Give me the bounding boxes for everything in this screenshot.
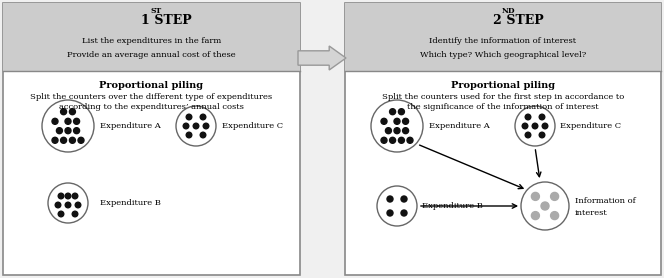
Circle shape bbox=[407, 137, 413, 143]
Circle shape bbox=[390, 109, 396, 115]
Text: Expenditure A: Expenditure A bbox=[100, 122, 161, 130]
Circle shape bbox=[56, 128, 62, 134]
Circle shape bbox=[390, 137, 396, 143]
Circle shape bbox=[525, 114, 531, 120]
Circle shape bbox=[42, 100, 94, 152]
Text: according to the expenditures’ annual costs: according to the expenditures’ annual co… bbox=[59, 103, 244, 111]
Circle shape bbox=[203, 123, 208, 129]
Text: Split the counters over the different type of expenditures: Split the counters over the different ty… bbox=[31, 93, 272, 101]
Circle shape bbox=[48, 183, 88, 223]
Circle shape bbox=[176, 106, 216, 146]
Circle shape bbox=[65, 128, 71, 134]
Circle shape bbox=[550, 212, 558, 220]
Circle shape bbox=[72, 211, 78, 217]
Circle shape bbox=[58, 193, 64, 199]
Bar bbox=[3, 3, 300, 71]
Circle shape bbox=[70, 109, 76, 115]
Circle shape bbox=[70, 137, 76, 143]
Circle shape bbox=[385, 128, 391, 134]
Circle shape bbox=[65, 193, 71, 199]
Circle shape bbox=[401, 210, 407, 216]
Circle shape bbox=[387, 196, 393, 202]
Circle shape bbox=[193, 123, 199, 129]
Circle shape bbox=[201, 132, 206, 138]
Text: Split the counters used for the first step in accordance to: Split the counters used for the first st… bbox=[382, 93, 624, 101]
Bar bbox=[345, 3, 661, 71]
Text: 1: 1 bbox=[141, 14, 149, 28]
Text: Which type? Which geographical level?: Which type? Which geographical level? bbox=[420, 51, 586, 59]
Circle shape bbox=[60, 137, 66, 143]
Circle shape bbox=[533, 123, 538, 129]
Text: 2: 2 bbox=[492, 14, 501, 28]
Circle shape bbox=[65, 202, 71, 208]
Circle shape bbox=[78, 137, 84, 143]
Text: Expenditure C: Expenditure C bbox=[222, 122, 283, 130]
Circle shape bbox=[55, 202, 61, 208]
Text: STEP: STEP bbox=[502, 14, 544, 28]
Text: Expenditure C: Expenditure C bbox=[560, 122, 621, 130]
Circle shape bbox=[52, 137, 58, 143]
Circle shape bbox=[539, 114, 544, 120]
Text: STEP: STEP bbox=[151, 14, 193, 28]
Text: List the expenditures in the farm: List the expenditures in the farm bbox=[82, 37, 221, 45]
Circle shape bbox=[72, 193, 78, 199]
Bar bbox=[345, 3, 661, 275]
Circle shape bbox=[74, 128, 80, 134]
Circle shape bbox=[402, 118, 408, 124]
Circle shape bbox=[550, 192, 558, 200]
Circle shape bbox=[525, 132, 531, 138]
Text: Provide an average annual cost of these: Provide an average annual cost of these bbox=[67, 51, 236, 59]
Text: Expenditure B: Expenditure B bbox=[100, 199, 161, 207]
Circle shape bbox=[398, 137, 404, 143]
Circle shape bbox=[60, 109, 66, 115]
Text: ST: ST bbox=[151, 7, 162, 15]
Text: Expenditure B: Expenditure B bbox=[422, 202, 483, 210]
Circle shape bbox=[387, 210, 393, 216]
Circle shape bbox=[186, 132, 192, 138]
Circle shape bbox=[541, 202, 549, 210]
Circle shape bbox=[394, 118, 400, 124]
Circle shape bbox=[201, 114, 206, 120]
Circle shape bbox=[398, 109, 404, 115]
Text: Proportional piling: Proportional piling bbox=[100, 81, 204, 90]
Text: Identify the information of interest: Identify the information of interest bbox=[430, 37, 576, 45]
Circle shape bbox=[58, 211, 64, 217]
Circle shape bbox=[183, 123, 189, 129]
Bar bbox=[3, 3, 300, 275]
Circle shape bbox=[515, 106, 555, 146]
Text: ND: ND bbox=[502, 7, 516, 15]
Circle shape bbox=[531, 192, 539, 200]
Text: interest: interest bbox=[575, 209, 608, 217]
Circle shape bbox=[65, 118, 71, 124]
Circle shape bbox=[401, 196, 407, 202]
Circle shape bbox=[539, 132, 544, 138]
Circle shape bbox=[542, 123, 548, 129]
Circle shape bbox=[394, 128, 400, 134]
Circle shape bbox=[371, 100, 423, 152]
Polygon shape bbox=[298, 46, 346, 70]
Circle shape bbox=[52, 118, 58, 124]
Circle shape bbox=[522, 123, 528, 129]
Circle shape bbox=[74, 118, 80, 124]
Circle shape bbox=[402, 128, 408, 134]
Circle shape bbox=[377, 186, 417, 226]
Circle shape bbox=[381, 137, 387, 143]
Circle shape bbox=[75, 202, 81, 208]
Text: Expenditure A: Expenditure A bbox=[429, 122, 490, 130]
Circle shape bbox=[381, 118, 387, 124]
Text: the significance of the information of interest: the significance of the information of i… bbox=[407, 103, 599, 111]
Circle shape bbox=[521, 182, 569, 230]
Circle shape bbox=[531, 212, 539, 220]
Circle shape bbox=[186, 114, 192, 120]
Text: Information of: Information of bbox=[575, 197, 635, 205]
Text: Proportional piling: Proportional piling bbox=[451, 81, 555, 90]
